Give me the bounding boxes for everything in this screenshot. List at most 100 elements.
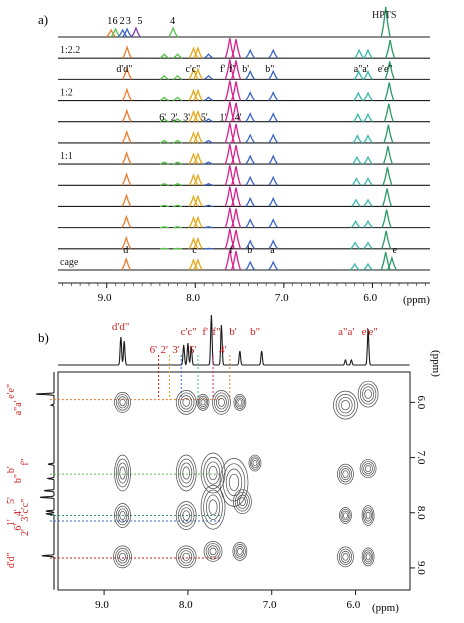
- contour-peak: [339, 507, 352, 524]
- contour-ring: [341, 399, 350, 411]
- contour-ring: [207, 545, 219, 558]
- contour-ring: [180, 507, 193, 524]
- contour-ring: [364, 389, 372, 399]
- trace-peak: [172, 139, 183, 144]
- contour-ring: [216, 395, 227, 410]
- contour-ring: [178, 392, 195, 413]
- trace-peak: [192, 88, 203, 101]
- trace-label: 1:2.2: [60, 45, 80, 56]
- hpts-peak-label: 6: [113, 16, 118, 27]
- trace-peak: [188, 258, 199, 271]
- contour-ring: [200, 399, 206, 406]
- trace-peak: [172, 53, 183, 59]
- y-tick-label: 6.0: [415, 395, 427, 409]
- left-peak-label: 5': [6, 497, 17, 504]
- trace-peak: [231, 60, 242, 80]
- trace-peak: [192, 258, 203, 271]
- contour-ring: [343, 512, 348, 519]
- trace-peak: [231, 187, 242, 207]
- contour-ring: [228, 473, 240, 491]
- trace-peak: [245, 260, 256, 271]
- trace-peak: [159, 96, 170, 102]
- trace-peak: [192, 194, 203, 207]
- y-tick-label: 7.0: [415, 451, 427, 465]
- trace-peak: [245, 196, 256, 207]
- contour-ring: [180, 550, 193, 564]
- contour-ring: [238, 497, 246, 507]
- contour-ring: [364, 551, 372, 563]
- trace-peak: [268, 69, 279, 80]
- trace-peak: [353, 70, 364, 80]
- trace-peak: [203, 118, 214, 123]
- trace-peak: [121, 214, 132, 228]
- contour-ring: [333, 390, 358, 420]
- trace-peak: [121, 193, 132, 207]
- panel-a-peak-labels: d c f b a e d'd" c'c" f' f" b' b" a"a' e'e" 6' 2' 3' 5' 1'…: [107, 16, 397, 256]
- left-peak-label: 4': [13, 509, 24, 516]
- top-peak-label: e'e": [362, 326, 378, 338]
- trace-peak: [159, 226, 169, 229]
- contour-ring: [114, 503, 131, 528]
- contour-peak: [114, 503, 131, 528]
- left-peak-label: a"a': [13, 400, 24, 415]
- panel-a-x-axis: 9.0 8.0 7.0 6.0 (ppm): [58, 282, 430, 306]
- contour-ring: [182, 397, 190, 407]
- contour-ring: [182, 552, 190, 561]
- trace-peak: [122, 66, 132, 80]
- trace-peak: [231, 208, 242, 228]
- trace-peak: [188, 173, 199, 186]
- complex-peak-label: f': [220, 64, 225, 75]
- contour-peak: [196, 394, 210, 411]
- contour-ring: [115, 458, 130, 488]
- contour-ring: [342, 470, 349, 478]
- trace-peak: [245, 90, 256, 101]
- trace-peak: [363, 241, 373, 250]
- left-peak-label: d'd": [6, 552, 17, 568]
- trace-peak: [380, 251, 391, 271]
- contour-peak: [333, 390, 358, 420]
- panel-b-y-ticks: 6.0 7.0 8.0 9.0: [410, 395, 427, 575]
- contour-peak: [359, 459, 377, 478]
- trace-peak: [383, 103, 394, 122]
- top-peak-label: 2': [160, 344, 168, 356]
- panel-b: b) d'd"6' 2' 3'c'c"5'f' f" b' b"4'a"a' e'e" e'…: [6, 314, 442, 614]
- contour-peak: [248, 454, 262, 472]
- trace-peak: [381, 209, 392, 228]
- guest-peak-label: 6': [159, 113, 166, 124]
- cage-peak-label: e: [392, 245, 397, 256]
- contour-ring: [237, 547, 243, 555]
- contour-peak: [113, 545, 132, 569]
- trace-peak: [363, 262, 373, 271]
- left-peak-label: 3': [20, 515, 31, 522]
- trace-peak: [192, 131, 203, 144]
- panel-b-plot-frame: [57, 371, 411, 591]
- contour-ring: [205, 543, 221, 560]
- x-tick-label: 9.0: [98, 292, 112, 304]
- trace-peak: [168, 26, 179, 38]
- contour-ring: [197, 395, 209, 409]
- guest-peak-label: 3': [183, 113, 190, 124]
- trace-peak: [188, 67, 199, 80]
- contour-ring: [337, 546, 354, 568]
- trace-peak: [351, 177, 362, 186]
- complex-peak-label: b": [265, 64, 274, 75]
- trace-peak: [363, 48, 373, 59]
- panel-b-contours: [113, 380, 379, 569]
- trace-peak: [121, 151, 132, 165]
- trace-peak: [245, 133, 256, 144]
- trace-7: [58, 101, 430, 123]
- trace-peak: [245, 175, 256, 186]
- contour-peak: [357, 380, 379, 408]
- contour-peak: [233, 489, 252, 515]
- contour-ring: [117, 508, 128, 523]
- contour-ring: [359, 383, 377, 405]
- trace-peak: [172, 118, 183, 123]
- panel-b-left-labels: e'e"a"a' f"b'b" c'c"5' 4'3'1'6'2' d'd": [6, 384, 31, 568]
- trace-6: [58, 122, 430, 144]
- top-1d-spectrum: [58, 314, 410, 366]
- trace-peak: [121, 172, 132, 186]
- trace-peak: [268, 154, 279, 165]
- contour-ring: [180, 462, 193, 484]
- contour-ring: [364, 509, 372, 522]
- top-peak-label: c'c": [181, 326, 197, 338]
